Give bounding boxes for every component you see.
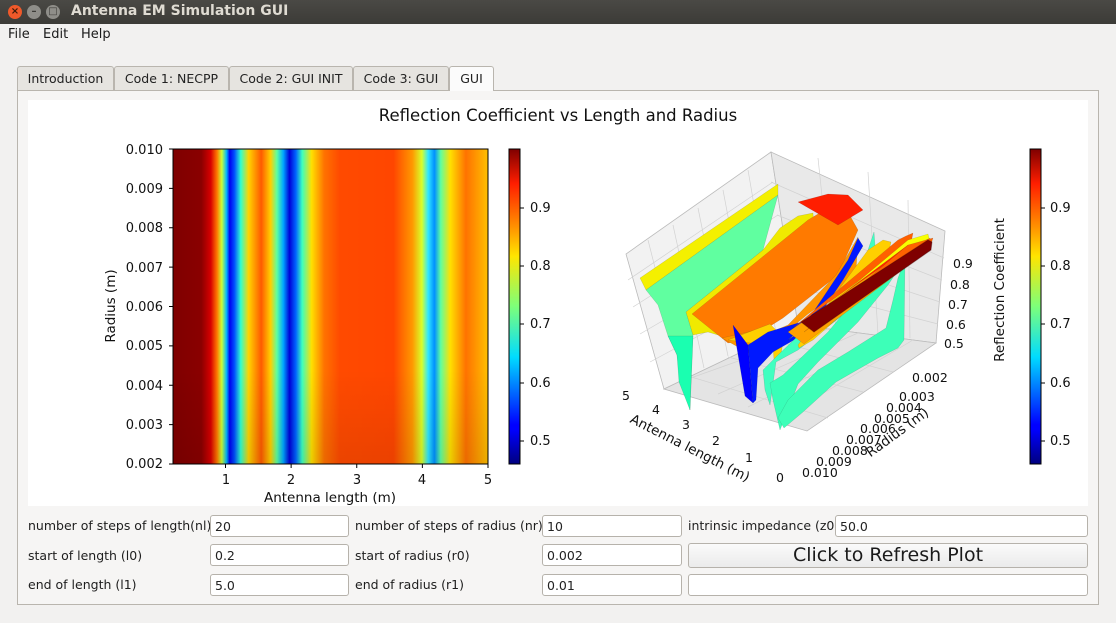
surface-ztick-label: 0.5 (944, 336, 964, 351)
heatmap-ytick-label: 0.005 (126, 339, 163, 354)
surface-colorbar: 0.9 0.8 0.7 0.6 0.5 (1029, 148, 1071, 465)
heatmap-ytick-label: 0.003 (126, 418, 163, 433)
heatmap-ytick-label: 0.009 (126, 182, 163, 197)
plot-canvas: Reflection Coefficient vs Length and Rad… (28, 100, 1088, 506)
heatmap-xtick-label: 2 (287, 473, 295, 488)
surface-xtick-label: 2 (712, 433, 720, 448)
r0-label: start of radius (r0) (355, 548, 470, 563)
tab-gui[interactable]: GUI (449, 66, 494, 91)
colorbar-tick-label: 0.8 (530, 259, 551, 274)
heatmap-plot: 0.010 0.009 0.008 0.007 0.006 0.005 0.00… (103, 143, 492, 506)
nl-input[interactable] (210, 515, 349, 537)
l0-label: start of length (l0) (28, 548, 143, 563)
surface-ytick-label: 0.010 (802, 465, 838, 480)
surface-ztick-label: 0.6 (946, 317, 966, 332)
colorbar-tick-label: 0.8 (1050, 259, 1071, 274)
heatmap-xtick-label: 1 (222, 473, 230, 488)
l0-input[interactable] (210, 544, 349, 566)
surface-ytick-label: 0.005 (874, 411, 910, 426)
surface-ytick-label: 0.003 (899, 389, 935, 404)
heatmap-xtick-label: 4 (418, 473, 426, 488)
window-title: Antenna EM Simulation GUI (71, 3, 289, 19)
surface-ztick-label: 0.7 (948, 297, 968, 312)
menu-help[interactable]: Help (81, 27, 111, 42)
surface-ztick-label: 0.8 (950, 277, 970, 292)
surface-ytick-label: 0.006 (860, 421, 896, 436)
heatmap-ytick-label: 0.008 (126, 221, 163, 236)
heatmap-colorbar: 0.9 0.8 0.7 0.6 0.5 (508, 148, 551, 465)
refresh-plot-button[interactable]: Click to Refresh Plot (688, 543, 1088, 568)
figure-title: Reflection Coefficient vs Length and Rad… (379, 106, 737, 125)
heatmap-xtick-label: 3 (353, 473, 361, 488)
l1-label: end of length (l1) (28, 577, 137, 592)
r1-input[interactable] (542, 574, 682, 596)
colorbar-tick-label: 0.5 (530, 434, 551, 449)
surface-zlabel: Reflection Coefficient (992, 218, 1008, 362)
heatmap-ytick-label: 0.002 (126, 457, 163, 472)
surface-xtick-label: 5 (622, 388, 630, 403)
heatmap-ytick-label: 0.010 (126, 143, 163, 158)
surface-xtick-label: 0 (776, 470, 784, 485)
colorbar-tick-label: 0.6 (1050, 376, 1071, 391)
colorbar-tick-label: 0.9 (1050, 201, 1071, 216)
heatmap-xtick-label: 5 (484, 473, 492, 488)
surface-ytick-label: 0.004 (886, 400, 922, 415)
surface-ytick-label: 0.009 (816, 454, 852, 469)
status-input[interactable] (688, 574, 1088, 596)
menu-edit[interactable]: Edit (43, 27, 69, 42)
r1-label: end of radius (r1) (355, 577, 465, 592)
surface-ytick-label: 0.002 (912, 370, 948, 385)
z0-input[interactable] (835, 515, 1088, 537)
heatmap-ytick-label: 0.006 (126, 300, 163, 315)
colorbar-tick-label: 0.6 (530, 376, 551, 391)
window-maximize-icon[interactable]: □ (46, 5, 60, 19)
l1-input[interactable] (210, 574, 349, 596)
surface-ytick-label: 0.007 (846, 432, 882, 447)
heatmap-ylabel: Radius (m) (103, 269, 119, 342)
nr-label: number of steps of radius (nr) (355, 518, 543, 533)
tab-code-2-gui-init[interactable]: Code 2: GUI INIT (229, 66, 353, 90)
window-close-icon[interactable]: × (8, 5, 22, 19)
surface-plot: 5 4 3 2 1 0 0.010 0.009 0.008 0.007 0.00… (622, 151, 1008, 486)
surface-xtick-label: 4 (652, 402, 660, 417)
z0-label: intrinsic impedance (z0 (688, 518, 835, 533)
tab-introduction[interactable]: Introduction (17, 66, 114, 90)
heatmap-ytick-label: 0.007 (126, 261, 163, 276)
colorbar-tick-label: 0.7 (1050, 317, 1071, 332)
menu-bar: File Edit Help (0, 24, 1116, 46)
colorbar-tick-label: 0.7 (530, 317, 551, 332)
heatmap-ytick-label: 0.004 (126, 379, 163, 394)
window-minimize-icon[interactable]: – (27, 5, 41, 19)
surface-xtick-label: 3 (682, 417, 690, 432)
tab-code-1-necpp[interactable]: Code 1: NECPP (114, 66, 229, 90)
tab-code-3-gui[interactable]: Code 3: GUI (353, 66, 449, 90)
nl-label: number of steps of length(nl) (28, 518, 212, 533)
colorbar-tick-label: 0.9 (530, 201, 551, 216)
title-bar: × – □ Antenna EM Simulation GUI (0, 0, 1116, 24)
surface-xtick-label: 1 (745, 450, 753, 465)
surface-ztick-label: 0.9 (953, 256, 973, 271)
menu-file[interactable]: File (8, 27, 30, 42)
nr-input[interactable] (542, 515, 682, 537)
figure-svg: Reflection Coefficient vs Length and Rad… (103, 106, 1071, 506)
colorbar-tick-label: 0.5 (1050, 434, 1071, 449)
surface-ytick-label: 0.008 (832, 443, 868, 458)
r0-input[interactable] (542, 544, 682, 566)
heatmap-xlabel: Antenna length (m) (264, 490, 396, 506)
